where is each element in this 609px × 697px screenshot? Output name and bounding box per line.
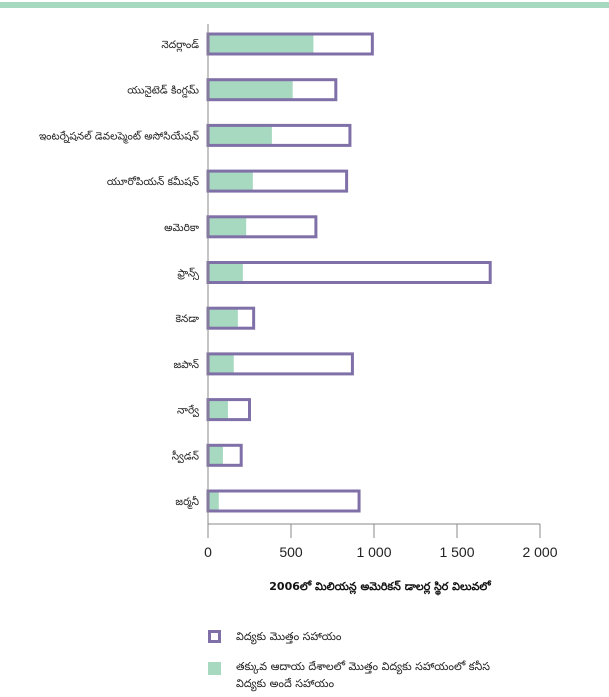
category-label-6: కెనడా [175, 313, 199, 325]
bar-basic-5 [208, 261, 243, 284]
bar-basic-8 [208, 398, 228, 421]
legend-label-basic: తక్కువ ఆదాయ దేశాలలో మొత్తం విద్యకు సహాయం… [236, 660, 490, 690]
category-label-9: స్వీడన్ [172, 449, 199, 463]
x-tick-label-2: 1 000 [356, 544, 391, 560]
category-label-0: నెదర్లాండ్ [161, 39, 199, 52]
x-axis: 0 500 1 000 1 500 2 000 [204, 24, 558, 560]
bar-basic-6 [208, 307, 238, 330]
category-label-7: జపాన్ [174, 359, 200, 371]
category-label-2: ఇంటర్నేషనల్ డెవలప్మెంట్ అసోసియేషన్ [39, 130, 199, 144]
bar-basic-0 [208, 33, 314, 55]
category-label-4: అమెరికా [164, 222, 199, 234]
bars-group [206, 32, 492, 513]
x-tick-label-0: 0 [204, 544, 212, 560]
bar-basic-9 [208, 444, 223, 467]
bar-chart: నెదర్లాండ్ యునైటెడ్ కింగ్డమ్ ఇంటర్నేషనల్ డ… [39, 24, 558, 596]
bar-basic-2 [208, 124, 272, 147]
x-tick-label-1: 500 [279, 544, 303, 560]
x-axis-label: 2006లో మిలియన్ల అమెరికన్ డాలర్ల స్థిర వి… [269, 580, 492, 596]
legend-label-total: విద్యకు మొత్తం సహాయం [236, 630, 342, 643]
top-accent-rule [0, 2, 609, 8]
bar-basic-10 [208, 490, 219, 512]
category-label-8: నార్వే [177, 405, 199, 418]
x-tick-label-4: 2 000 [522, 544, 557, 560]
category-label-10: జర్మనీ [175, 495, 199, 510]
bar-basic-1 [208, 78, 293, 101]
bar-basic-7 [208, 352, 234, 375]
bar-total-10 [206, 489, 361, 513]
bar-basic-3 [208, 170, 253, 193]
legend-swatch-total [208, 630, 221, 643]
legend-swatch-basic [208, 662, 221, 675]
category-label-1: యునైటెడ్ కింగ్డమ్ [127, 85, 199, 99]
category-label-3: యూరోపియన్ కమీషన్ [107, 175, 199, 188]
bar-basic-4 [208, 215, 247, 238]
category-labels: నెదర్లాండ్ యునైటెడ్ కింగ్డమ్ ఇంటర్నేషనల్ డ… [39, 39, 200, 510]
x-tick-label-3: 1 500 [439, 544, 474, 560]
category-label-5: ఫ్రాన్స్ [177, 268, 200, 281]
bar-total-5 [206, 261, 492, 284]
